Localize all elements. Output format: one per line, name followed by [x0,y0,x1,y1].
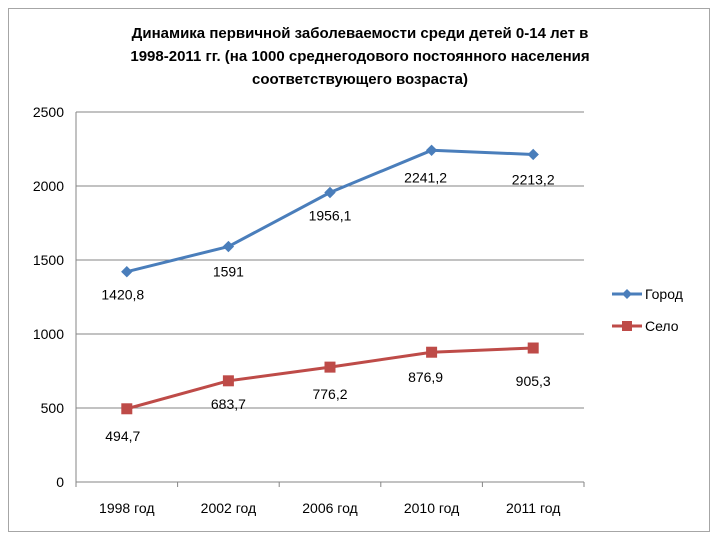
data-label-1-2: 776,2 [312,386,347,402]
y-tick-label-1000: 1000 [33,326,64,342]
data-point-1-2 [324,361,336,373]
data-point-1-1 [222,375,234,387]
data-point-1-3 [426,346,438,358]
y-tick-label-2000: 2000 [33,178,64,194]
data-label-0-3: 2241,2 [404,169,447,185]
data-point-0-2 [324,186,336,199]
data-label-0-1: 1591 [213,264,244,280]
legend-marker-1 [622,321,632,331]
data-point-0-1 [222,240,235,253]
chart-title: Динамика первичной заболеваемости среди … [80,22,640,91]
legend-label-1: Село [645,318,679,334]
data-label-0-2: 1956,1 [309,207,352,223]
data-label-1-1: 683,7 [211,396,246,412]
data-label-0-0: 1420,8 [101,287,144,303]
chart-title-line-1: Динамика первичной заболеваемости среди … [131,25,589,42]
data-label-1-4: 905,3 [516,373,551,389]
data-point-0-3 [425,144,438,157]
x-tick-label-2: 2006 год [302,500,357,516]
x-tick-label-4: 2011 год [506,500,560,516]
data-label-1-0: 494,7 [105,428,140,444]
data-point-1-0 [121,403,133,415]
x-tick-label-0: 1998 год [99,500,154,516]
data-point-0-0 [121,266,133,278]
chart-title-line-2: 1998-2011 гг. (на 1000 среднегодового по… [130,48,590,65]
y-tick-label-0: 0 [56,474,64,490]
legend-label-0: Город [645,286,683,302]
data-label-0-4: 2213,2 [512,171,555,187]
y-tick-label-1500: 1500 [33,252,64,268]
x-tick-label-1: 2002 год [201,500,256,516]
data-label-1-3: 876,9 [408,369,443,385]
y-tick-label-2500: 2500 [33,104,64,120]
x-tick-label-3: 2010 год [404,500,459,516]
legend-marker-0 [622,289,632,299]
chart-title-line-3: соответствующего возраста) [252,71,468,88]
data-point-1-4 [527,342,539,354]
y-tick-label-500: 500 [41,400,65,416]
data-point-0-4 [527,148,539,161]
